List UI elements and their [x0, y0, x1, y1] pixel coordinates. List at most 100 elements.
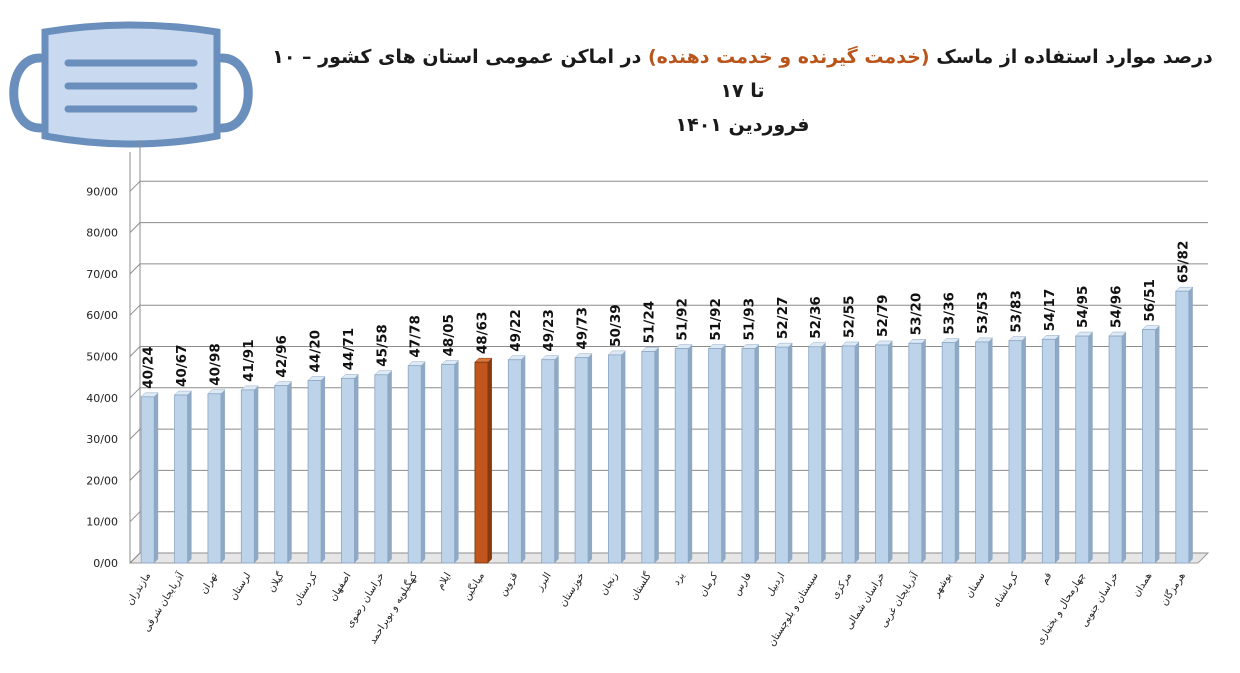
bar-value-label: 52/55 [842, 295, 858, 338]
bar-side [387, 370, 392, 563]
x-tick-label: یزد [671, 571, 687, 588]
bar-value-label: 56/51 [1142, 279, 1158, 322]
bar [1041, 338, 1056, 564]
bar-side [654, 347, 659, 563]
bar [774, 346, 789, 564]
bar-side [621, 350, 626, 563]
bar-value-label: 45/58 [374, 324, 390, 367]
x-tick-label: مرکزی [829, 571, 854, 601]
bar-value-label: 53/36 [942, 292, 958, 335]
bar-side [454, 360, 459, 563]
bar-value-label: 42/96 [274, 335, 290, 378]
gridline-depth [129, 222, 141, 233]
x-tick-label: گیلان [265, 570, 286, 594]
bar-side [988, 337, 993, 563]
x-tick-label: تهران [198, 571, 220, 597]
bar-value-label: 54/95 [1075, 286, 1091, 329]
x-tick-label: بوشهر [930, 571, 954, 600]
bar-value-label: 54/17 [1042, 289, 1058, 332]
gridline-depth [129, 387, 141, 399]
x-tick-label: زنجان [598, 571, 620, 598]
y-tick-label: 0/00 [93, 557, 118, 570]
bar-value-label: 51/92 [708, 298, 724, 341]
bar [341, 377, 355, 564]
bar-side [220, 389, 225, 563]
bar-value-label: 47/78 [408, 315, 424, 358]
x-tick-label: کرمانشاه [991, 571, 1021, 610]
bar [574, 357, 589, 564]
chart-title-line1: درصد موارد استفاده از ماسک (خدمت گیرنده … [270, 40, 1215, 108]
x-tick-label: اصفهان [328, 571, 354, 603]
bar [441, 364, 455, 564]
gridline-depth [129, 263, 141, 275]
bar-side [888, 340, 893, 563]
bar [1175, 290, 1190, 564]
bar [741, 348, 756, 564]
bar-side [254, 385, 259, 563]
bar-value-label: 53/83 [1008, 290, 1024, 333]
y-tick-label: 70/00 [86, 268, 118, 281]
chart-title: درصد موارد استفاده از ماسک (خدمت گیرنده … [270, 40, 1215, 142]
x-tick-label: خوزستان [558, 571, 587, 609]
bar-value-label: 53/53 [975, 291, 991, 334]
bar [207, 393, 222, 564]
y-tick-label: 30/00 [86, 433, 118, 446]
bar-side [788, 343, 793, 563]
bar-side [521, 355, 526, 563]
bar-side [721, 344, 726, 563]
bar [140, 396, 155, 564]
bar-side [1155, 325, 1160, 563]
gridline-depth [129, 346, 141, 357]
bar-value-label: 51/93 [741, 298, 757, 341]
bar-value-label: 65/82 [1175, 241, 1191, 284]
x-tick-label: هرمزگان [1158, 570, 1188, 608]
x-tick-label: ایلام [435, 571, 454, 592]
y-tick-label: 80/00 [86, 227, 118, 240]
bar [1108, 335, 1123, 564]
bar [708, 348, 722, 564]
bar-value-label: 40/98 [207, 343, 223, 386]
y-tick-label: 10/00 [86, 516, 118, 529]
gridline-depth [129, 552, 141, 564]
bar-side [421, 361, 426, 563]
x-tick-label: کردستان [291, 571, 320, 608]
bar-highlight [474, 361, 489, 564]
bar-value-label: 48/05 [441, 314, 457, 357]
x-tick-label: گلستان [628, 570, 654, 602]
bar-value-label: 51/92 [675, 298, 691, 341]
bar-value-label: 49/23 [541, 309, 557, 352]
bar-side [921, 339, 926, 563]
bar-side [955, 338, 960, 563]
bar [908, 342, 923, 564]
x-tick-label: سمنان [964, 571, 988, 600]
bar-side [821, 342, 826, 563]
bar [674, 348, 689, 564]
bar-value-label: 49/73 [575, 307, 591, 350]
bar-value-label: 40/24 [141, 346, 157, 389]
bar-side [154, 392, 159, 563]
bar-value-label: 49/22 [508, 309, 524, 352]
bar-side [1122, 332, 1127, 563]
x-tick-label: همدان [1131, 571, 1154, 599]
y-tick-label: 60/00 [86, 309, 118, 322]
title-accent: (خدمت گیرنده و خدمت دهنده) [648, 46, 930, 68]
title-part2: در اماکن عمومی استان های کشور – ۱۰ تا ۱۷ [272, 46, 765, 102]
bar [541, 359, 556, 564]
bar-value-label: 54/96 [1109, 285, 1125, 328]
chart-title-line2: فروردین ۱۴۰۱ [675, 114, 810, 136]
bar-value-label: 50/39 [608, 304, 624, 347]
bar [407, 365, 422, 564]
y-tick-label: 50/00 [86, 351, 118, 364]
bar [875, 344, 889, 564]
bar-value-label: 52/36 [808, 296, 824, 339]
bar [1008, 340, 1023, 564]
face-mask-icon [9, 21, 253, 148]
bar-value-label: 51/24 [641, 301, 657, 344]
bar [174, 394, 188, 564]
title-part1: درصد موارد استفاده از ماسک [936, 46, 1213, 68]
bar-side [588, 353, 593, 563]
x-tick-label: قم [1039, 571, 1055, 587]
y-tick-label: 90/00 [86, 185, 118, 198]
x-tick-label: کرمان [697, 571, 720, 599]
